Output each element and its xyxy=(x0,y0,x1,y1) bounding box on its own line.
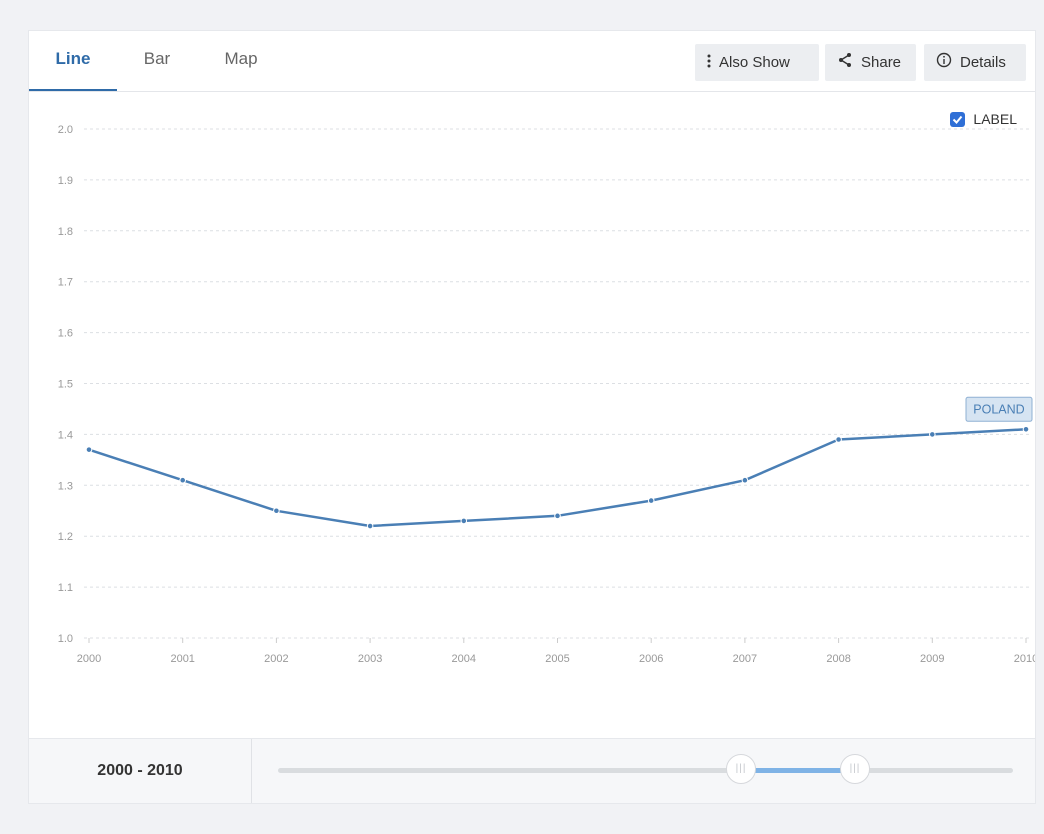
svg-text:POLAND: POLAND xyxy=(973,402,1024,416)
series-line-poland xyxy=(88,428,1027,528)
y-tick-label: 1.4 xyxy=(58,429,73,441)
y-tick-label: 1.2 xyxy=(58,531,73,543)
data-point[interactable] xyxy=(179,476,186,484)
range-footer: 2000 - 2010 ||| ||| xyxy=(29,738,1035,803)
y-tick-label: 1.0 xyxy=(58,633,73,645)
y-tick-label: 1.6 xyxy=(58,328,73,340)
data-point[interactable] xyxy=(741,476,749,484)
data-point[interactable] xyxy=(554,512,561,520)
chart-panel: Line Bar Map Also Show Share Details LAB… xyxy=(28,30,1036,804)
x-axis-ticks: 2000 2001 2002 2003 2004 2005 2006 2007 2008 2009… xyxy=(77,638,1035,665)
label-toggle[interactable]: LABEL xyxy=(950,109,1017,129)
data-point[interactable] xyxy=(460,517,468,525)
info-icon xyxy=(936,45,952,82)
y-tick-label: 1.8 xyxy=(58,226,73,238)
range-start-handle[interactable]: ||| xyxy=(726,754,757,784)
x-tick-label: 2005 xyxy=(545,653,569,665)
line-chart: 1.01.11.21.31.41.51.61.71.81.92.0 2000 20… xyxy=(58,124,1035,665)
x-tick-label: 2004 xyxy=(452,653,476,665)
range-slider-track[interactable]: ||| ||| xyxy=(278,754,1013,784)
y-tick-label: 1.1 xyxy=(58,582,73,594)
share-button[interactable]: Share xyxy=(825,44,916,81)
y-tick-label: 1.7 xyxy=(58,277,73,289)
y-tick-label: 1.9 xyxy=(58,175,73,187)
data-point[interactable] xyxy=(273,507,280,515)
x-tick-label: 2009 xyxy=(920,653,944,665)
y-tick-label: 1.3 xyxy=(58,480,73,492)
x-tick-label: 2010 xyxy=(1014,653,1035,665)
data-point[interactable] xyxy=(929,431,936,438)
details-label: Details xyxy=(960,54,1006,71)
x-tick-label: 2001 xyxy=(170,653,194,665)
range-end-handle[interactable]: ||| xyxy=(839,754,870,784)
tab-bar[interactable]: Bar xyxy=(143,49,171,68)
also-show-button[interactable]: Also Show xyxy=(695,44,819,81)
series-points xyxy=(85,426,1030,530)
tab-line[interactable]: Line xyxy=(29,31,117,91)
y-tick-label: 2.0 xyxy=(58,124,73,136)
vertical-dots-icon xyxy=(707,45,711,82)
range-slider-fill xyxy=(741,768,855,773)
data-point[interactable] xyxy=(1022,426,1030,433)
also-show-label: Also Show xyxy=(719,54,790,71)
view-tabs: Line Bar Map Also Show Share Details xyxy=(29,31,1035,92)
x-tick-label: 2007 xyxy=(733,653,757,665)
gridlines xyxy=(84,128,1030,639)
share-icon xyxy=(837,45,853,82)
data-point[interactable] xyxy=(85,446,93,453)
data-point[interactable] xyxy=(835,436,842,443)
label-checkbox[interactable] xyxy=(950,112,966,127)
x-tick-label: 2000 xyxy=(77,653,101,665)
details-button[interactable]: Details xyxy=(924,44,1026,81)
label-toggle-text: LABEL xyxy=(973,111,1017,127)
checkmark-icon xyxy=(953,115,963,124)
series-label-poland: POLAND xyxy=(965,396,1033,422)
y-axis-ticks: 1.0 1.1 1.2 1.3 1.4 1.5 1.6 1.7 1.8 1.9 2.0 xyxy=(58,124,73,645)
tab-map[interactable]: Map xyxy=(224,49,258,68)
x-tick-label: 2002 xyxy=(264,653,288,665)
data-point[interactable] xyxy=(647,497,655,504)
x-tick-label: 2006 xyxy=(639,653,663,665)
y-tick-label: 1.5 xyxy=(58,379,73,391)
x-tick-label: 2008 xyxy=(826,653,850,665)
data-point[interactable] xyxy=(366,522,374,530)
share-label: Share xyxy=(861,54,902,71)
range-label: 2000 - 2010 xyxy=(29,739,252,803)
x-tick-label: 2003 xyxy=(358,653,382,665)
